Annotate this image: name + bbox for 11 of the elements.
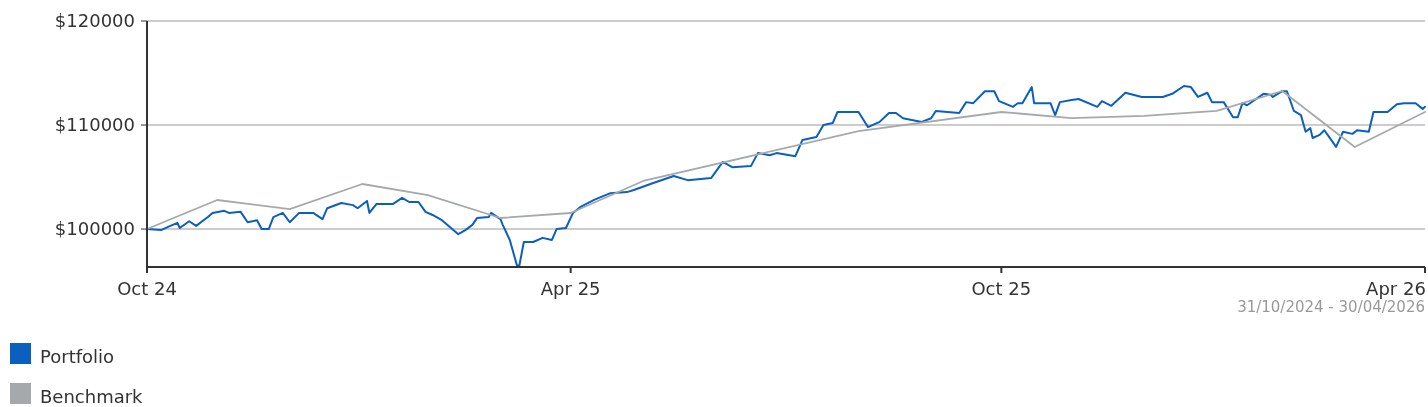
x-tick-label: Oct 25 — [971, 278, 1032, 300]
line-series — [146, 90, 1426, 230]
legend-label: Portfolio — [40, 346, 115, 368]
y-tick-label: $120000 — [54, 10, 135, 32]
text: 31/10/2024 - 30/04/2026 — [1237, 298, 1425, 316]
legend-label: Benchmark — [40, 386, 144, 407]
x-tick-label: Apr 26 — [1366, 278, 1426, 300]
y-tick-label: $100000 — [54, 218, 135, 240]
x-tick-label: Apr 25 — [540, 278, 601, 300]
x-tick-label: Oct 24 — [117, 278, 177, 300]
y-tick-label: $110000 — [54, 114, 135, 136]
